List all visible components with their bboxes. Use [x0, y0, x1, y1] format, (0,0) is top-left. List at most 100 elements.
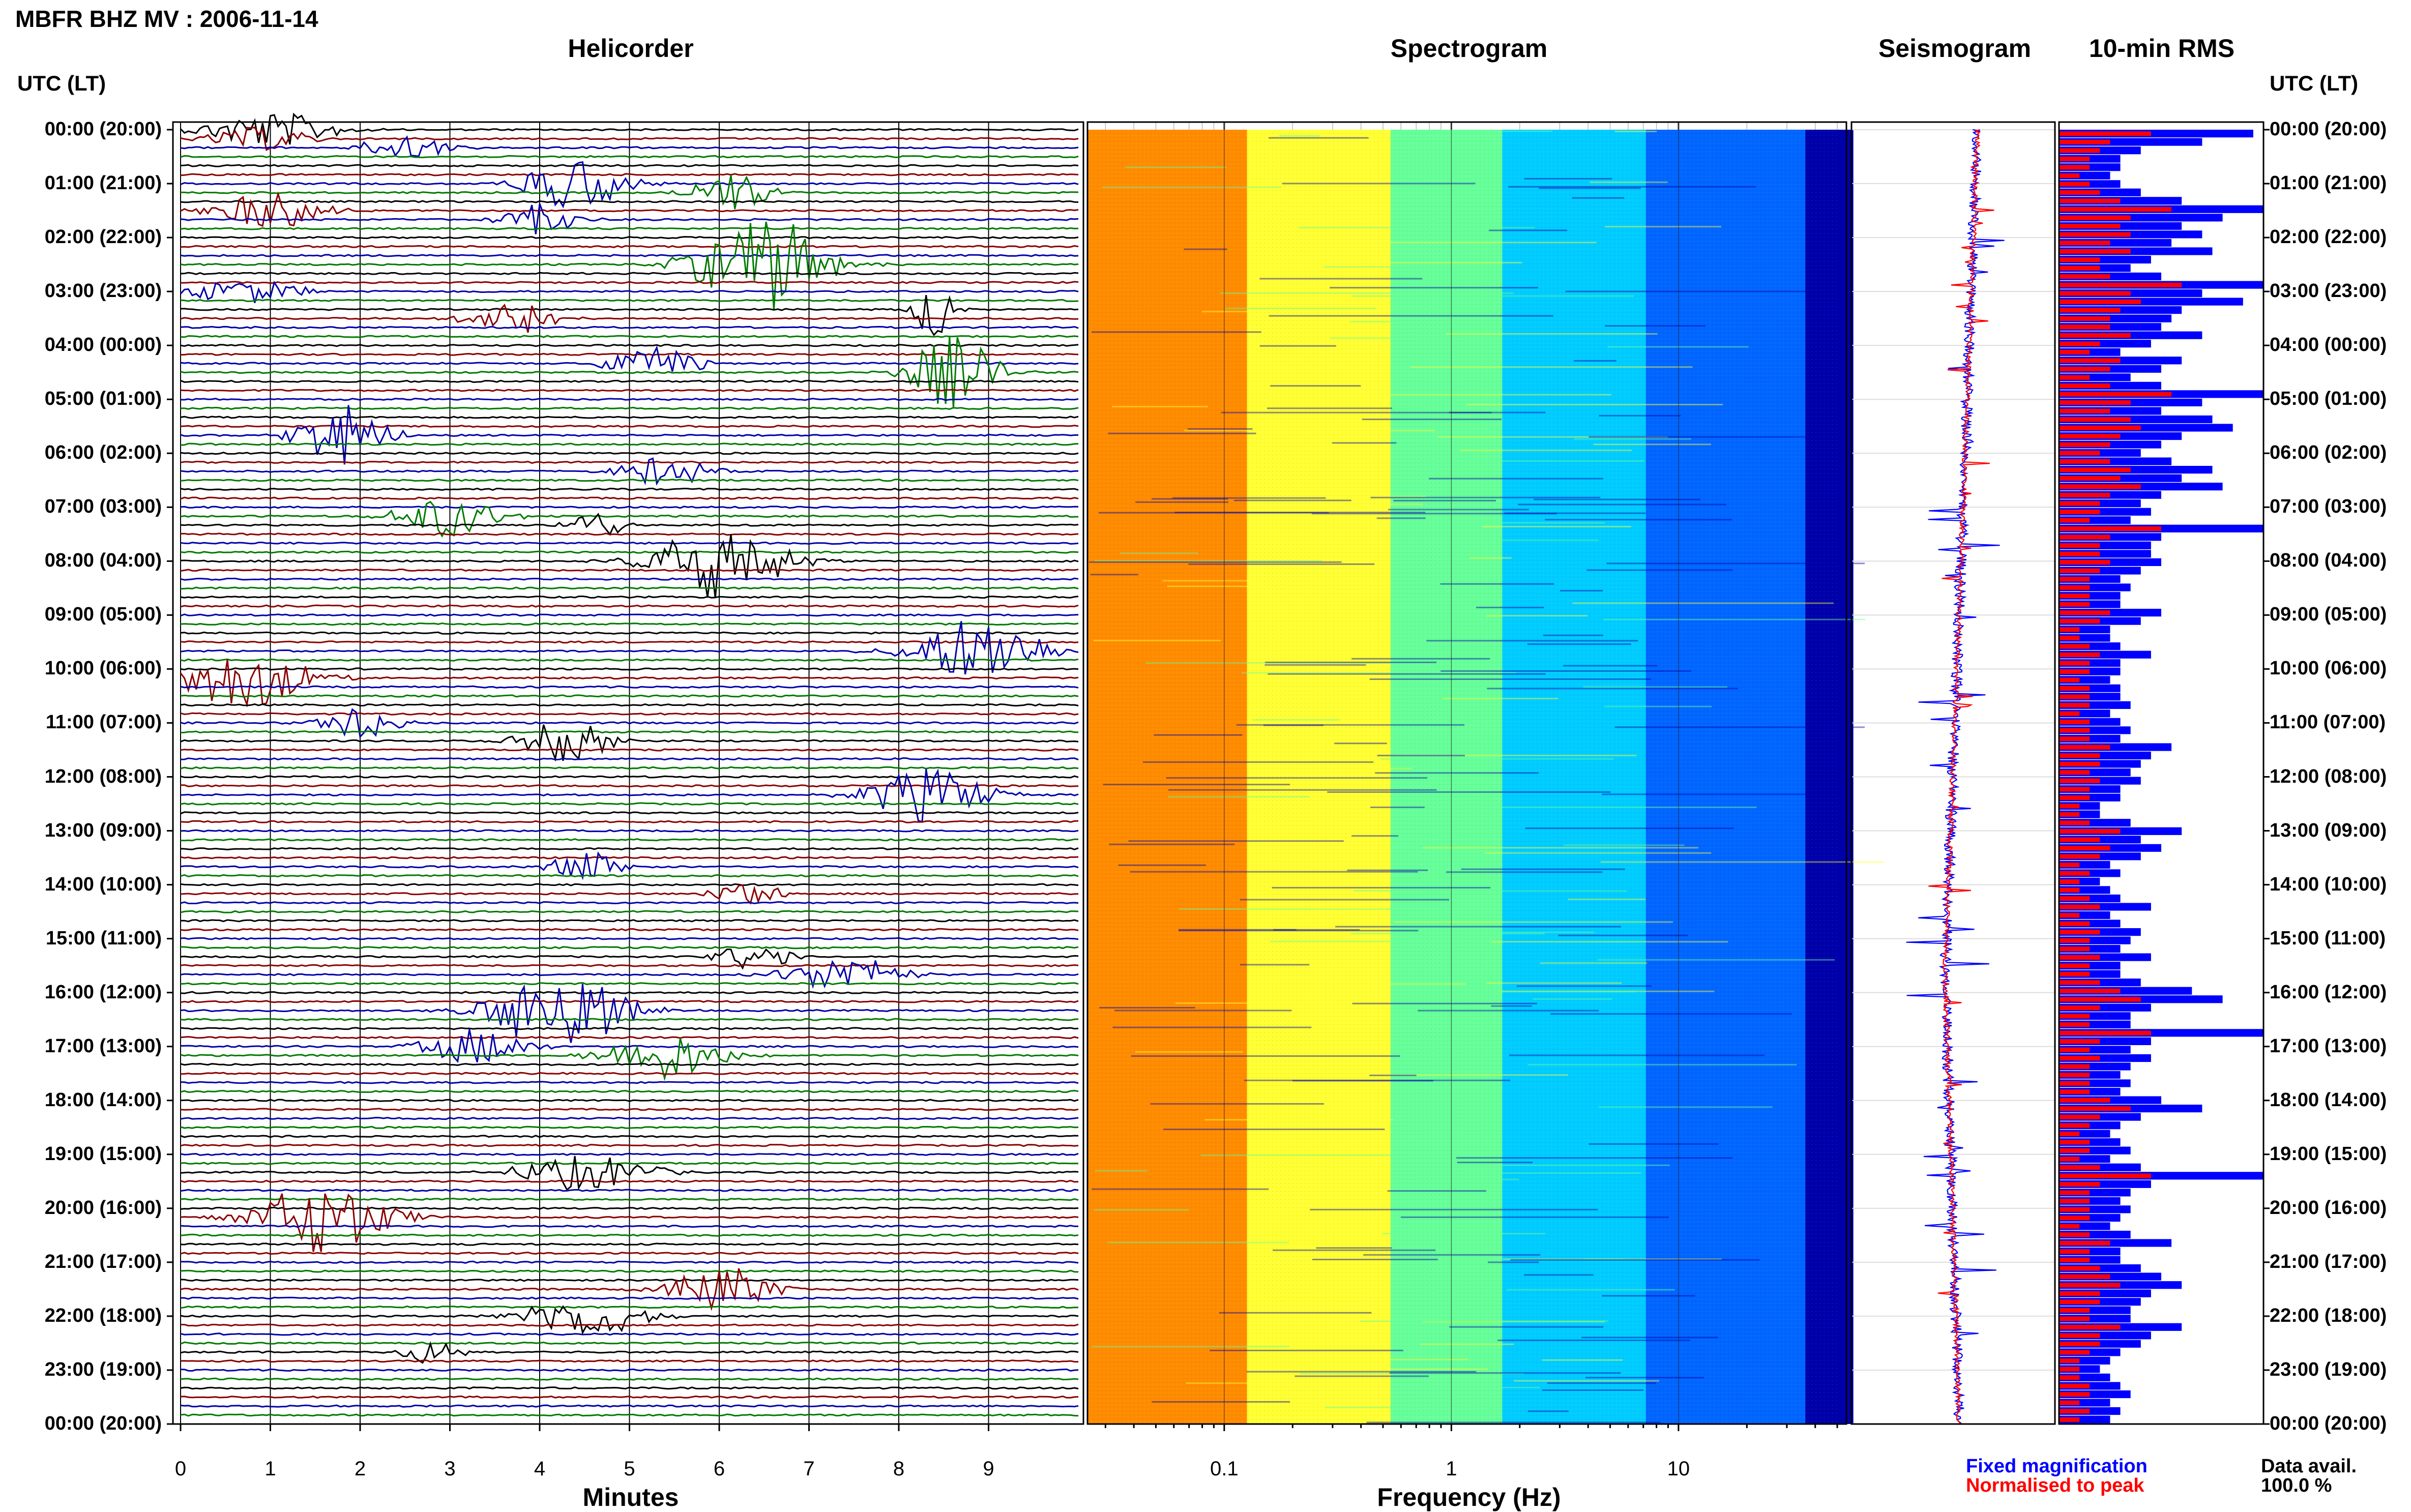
helicorder-trace [180, 227, 1079, 230]
helicorder-trace [180, 851, 1079, 880]
row-label-right: 02:00 (22:00) [2270, 226, 2387, 248]
helicorder-trace [180, 937, 1079, 940]
helicorder-trace [180, 919, 1079, 923]
helicorder-trace [180, 586, 1079, 590]
rms-bar-normalised [2059, 804, 2080, 809]
helicorder-trace [180, 1404, 1079, 1408]
rms-bar-normalised [2059, 1325, 2121, 1330]
row-label-right: 06:00 (02:00) [2270, 442, 2387, 464]
rms-bar-normalised [2059, 594, 2090, 599]
helicorder-trace [180, 335, 1079, 338]
spectrogram-frame [1086, 121, 1847, 1425]
helicorder-trace [180, 221, 1079, 311]
rms-bar-normalised [2059, 1073, 2090, 1078]
helicorder-trace [180, 1296, 1079, 1300]
rms-bar-normalised [2059, 224, 2121, 229]
helicorder-trace [180, 1332, 1079, 1336]
helicorder-trace [180, 416, 1079, 419]
helicorder-trace [180, 534, 1079, 599]
row-label-left: 17:00 (13:00) [44, 1035, 162, 1057]
rms-bar-normalised [2059, 1417, 2080, 1422]
rms-bar-normalised [2059, 551, 2100, 556]
helicorder-trace [180, 708, 1079, 738]
helicorder-trace [180, 135, 1079, 157]
helicorder-trace [180, 659, 1079, 708]
rms-bar-normalised [2059, 1148, 2090, 1153]
legend-normalised-to-peak: Normalised to peak [1966, 1475, 2144, 1496]
helicorder-trace [180, 200, 1079, 203]
helicorder-trace [180, 1193, 1079, 1252]
rms-bar-normalised [2059, 618, 2100, 624]
rms-bar-normalised [2059, 904, 2100, 909]
rms-bar-normalised [2059, 1207, 2090, 1212]
rms-bar-normalised [2059, 644, 2090, 649]
rms-bar-normalised [2059, 577, 2090, 582]
row-label-right: 14:00 (10:00) [2270, 873, 2387, 895]
rms-bar-normalised [2059, 955, 2100, 960]
rms-bar-normalised [2059, 383, 2110, 389]
rms-bar-normalised [2059, 341, 2100, 346]
row-label-left: 11:00 (07:00) [45, 711, 162, 733]
rms-bar-normalised [2059, 467, 2131, 472]
row-label-left: 06:00 (02:00) [44, 442, 162, 464]
rms-bar-normalised [2059, 703, 2090, 708]
helicorder-trace [180, 112, 1079, 145]
helicorder-trace [180, 1233, 1079, 1237]
rms-bar-normalised [2059, 1165, 2100, 1170]
helicorder-trace [180, 254, 1079, 257]
row-label-right: 12:00 (08:00) [2270, 765, 2387, 787]
spectrogram-x-tick-label: 1 [1446, 1458, 1457, 1480]
rms-bar-normalised [2059, 753, 2100, 758]
rms-bar-normalised [2059, 728, 2090, 733]
rms-bar-normalised [2059, 787, 2090, 792]
rms-bar-normalised [2059, 946, 2090, 952]
helicorder-trace [180, 1108, 1079, 1111]
helicorder-x-tick-label: 9 [983, 1458, 994, 1480]
helicorder-trace [181, 175, 1079, 210]
seismogram-title: Seismogram [1878, 34, 2032, 63]
helicorder-title: Helicorder [568, 34, 694, 63]
helicorder-trace [180, 577, 1079, 581]
helicorder-trace [180, 245, 1079, 248]
helicorder-trace [180, 550, 1079, 554]
helicorder-trace [180, 621, 1079, 675]
rms-bar-normalised [2059, 610, 2110, 615]
row-label-left: 08:00 (04:00) [44, 550, 162, 572]
rms-bar-normalised [2059, 1047, 2090, 1052]
utc-lt-header-left: UTC (LT) [17, 71, 106, 95]
rms-bar-normalised [2059, 308, 2121, 313]
helicorder-trace [180, 748, 1079, 752]
rms-bar-normalised [2059, 459, 2110, 464]
helicorder-trace [180, 337, 1079, 408]
helicorder-trace [180, 1377, 1079, 1381]
helicorder-trace [180, 1072, 1079, 1075]
rms-bar-normalised [2059, 1081, 2090, 1086]
rms-bar-normalised [2059, 182, 2090, 187]
rms-bar-normalised [2059, 1342, 2100, 1347]
data-avail-label: Data avail. [2261, 1456, 2357, 1477]
rms-bar-normalised [2059, 1291, 2100, 1296]
rms-bar-normalised [2059, 1064, 2090, 1069]
rms-bar-normalised [2059, 274, 2110, 279]
rms-bar-normalised [2059, 1123, 2090, 1128]
rms-bar-normalised [2059, 938, 2090, 943]
helicorder-trace [180, 964, 1079, 967]
helicorder-trace [180, 479, 1079, 482]
helicorder-trace [181, 281, 1079, 284]
helicorder-trace [180, 775, 1079, 779]
rms-bar-normalised [2059, 560, 2110, 565]
rms-bar-normalised [2059, 257, 2100, 262]
row-label-right: 18:00 (14:00) [2270, 1089, 2387, 1111]
helicorder-trace [180, 724, 1079, 762]
rms-bar-normalised [2059, 1367, 2080, 1372]
helicorder-x-tick-label: 4 [534, 1458, 546, 1480]
row-label-right: 03:00 (23:00) [2270, 280, 2387, 302]
helicorder-trace [180, 299, 1079, 302]
rms-bar-normalised [2059, 156, 2090, 161]
helicorder-x-tick-label: 3 [444, 1458, 456, 1480]
rms-bar-normalised [2059, 837, 2100, 842]
helicorder-trace [180, 1156, 1079, 1191]
helicorder-trace [180, 838, 1078, 842]
rms-bar-normalised [2059, 711, 2080, 716]
rms-bar-normalised [2059, 686, 2090, 691]
